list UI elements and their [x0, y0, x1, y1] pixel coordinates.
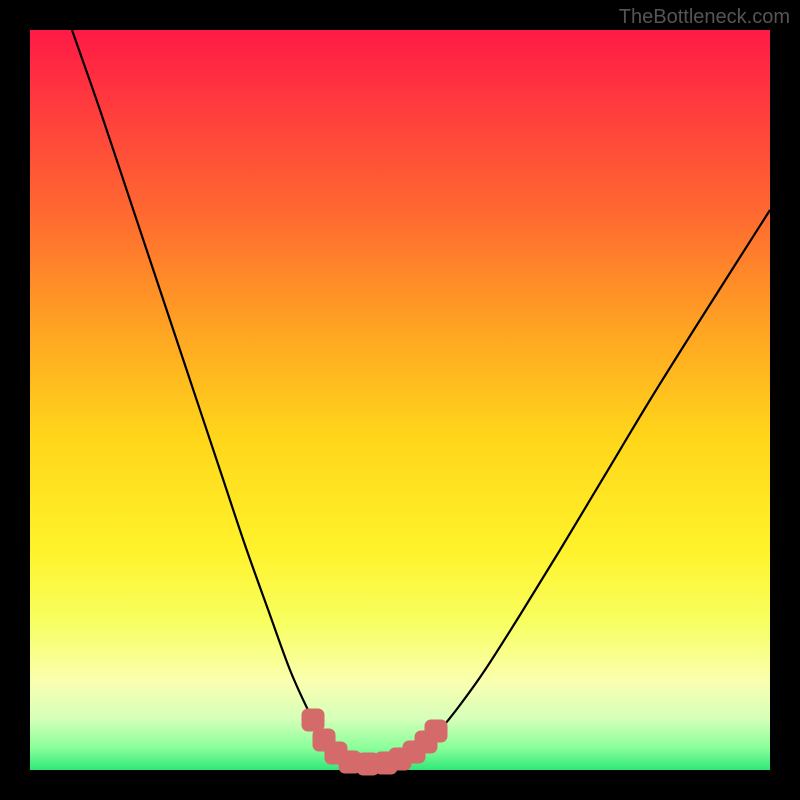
curve-minimum-markers: [302, 709, 447, 775]
chart-curve-layer: [30, 30, 770, 770]
chart-plot-area: [30, 30, 770, 770]
watermark-label: TheBottleneck.com: [619, 6, 790, 29]
bottleneck-curve: [72, 30, 770, 764]
curve-marker: [302, 709, 324, 731]
curve-marker: [425, 720, 447, 742]
